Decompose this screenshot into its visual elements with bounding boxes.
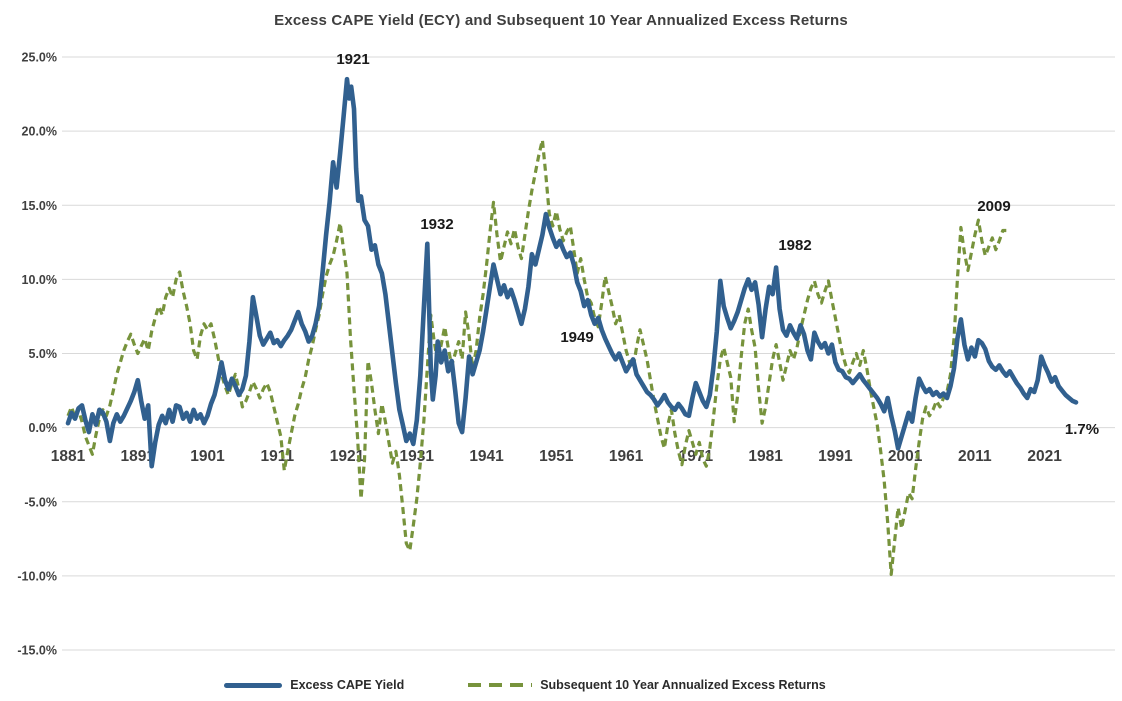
svg-text:1949: 1949 xyxy=(560,329,593,346)
svg-text:1971: 1971 xyxy=(679,448,714,465)
svg-text:1921: 1921 xyxy=(336,51,369,68)
svg-text:25.0%: 25.0% xyxy=(22,51,57,65)
x-axis-labels: 1881 1891 1901 1911 1921 1931 1941 1951 1961 1971… xyxy=(51,448,1063,465)
svg-text:1951: 1951 xyxy=(539,448,574,465)
svg-text:1961: 1961 xyxy=(609,448,644,465)
gridlines xyxy=(62,56,1115,651)
svg-text:2021: 2021 xyxy=(1027,448,1062,465)
svg-text:-15.0%: -15.0% xyxy=(17,644,57,658)
svg-text:20.0%: 20.0% xyxy=(22,125,57,139)
svg-text:2001: 2001 xyxy=(888,448,923,465)
series-subsequent-returns-line xyxy=(66,138,1007,577)
ecy-solid-line-marker xyxy=(224,682,283,688)
svg-text:1891: 1891 xyxy=(121,448,156,465)
legend-item-returns: Subsequent 10 Year Annualized Excess Ret… xyxy=(468,678,826,692)
annotations: 1921 1932 1949 1982 2009 1.7% xyxy=(336,51,1099,438)
svg-text:2011: 2011 xyxy=(958,448,992,465)
y-axis-labels: 25.0% 20.0% 15.0% 10.0% 5.0% 0.0% -5.0% -10.0% -… xyxy=(17,51,57,658)
svg-text:10.0%: 10.0% xyxy=(22,273,57,287)
legend-item-ecy: Excess CAPE Yield xyxy=(224,678,404,692)
svg-text:-5.0%: -5.0% xyxy=(24,495,57,509)
svg-text:1941: 1941 xyxy=(469,448,504,465)
svg-text:15.0%: 15.0% xyxy=(22,199,57,213)
series-excess-cape-yield-line xyxy=(65,76,1079,469)
svg-text:1881: 1881 xyxy=(51,448,86,465)
svg-text:1982: 1982 xyxy=(778,237,811,254)
svg-text:1932: 1932 xyxy=(420,216,453,233)
svg-text:1901: 1901 xyxy=(190,448,225,465)
svg-text:5.0%: 5.0% xyxy=(29,347,58,361)
svg-text:1.7%: 1.7% xyxy=(1065,421,1099,438)
svg-text:1991: 1991 xyxy=(818,448,853,465)
svg-text:1981: 1981 xyxy=(748,448,783,465)
svg-text:-10.0%: -10.0% xyxy=(17,569,57,583)
svg-text:1931: 1931 xyxy=(400,448,435,465)
legend-label-ecy: Excess CAPE Yield xyxy=(290,678,405,692)
chart-title: Excess CAPE Yield (ECY) and Subsequent 1… xyxy=(274,12,848,29)
svg-text:1921: 1921 xyxy=(330,448,365,465)
svg-text:2009: 2009 xyxy=(977,198,1010,215)
returns-dashed-line-marker xyxy=(468,683,533,687)
legend-label-returns: Subsequent 10 Year Annualized Excess Ret… xyxy=(540,678,826,692)
svg-text:0.0%: 0.0% xyxy=(29,421,58,435)
chart-legend: Excess CAPE Yield Subsequent 10 Year Ann… xyxy=(0,678,1086,692)
